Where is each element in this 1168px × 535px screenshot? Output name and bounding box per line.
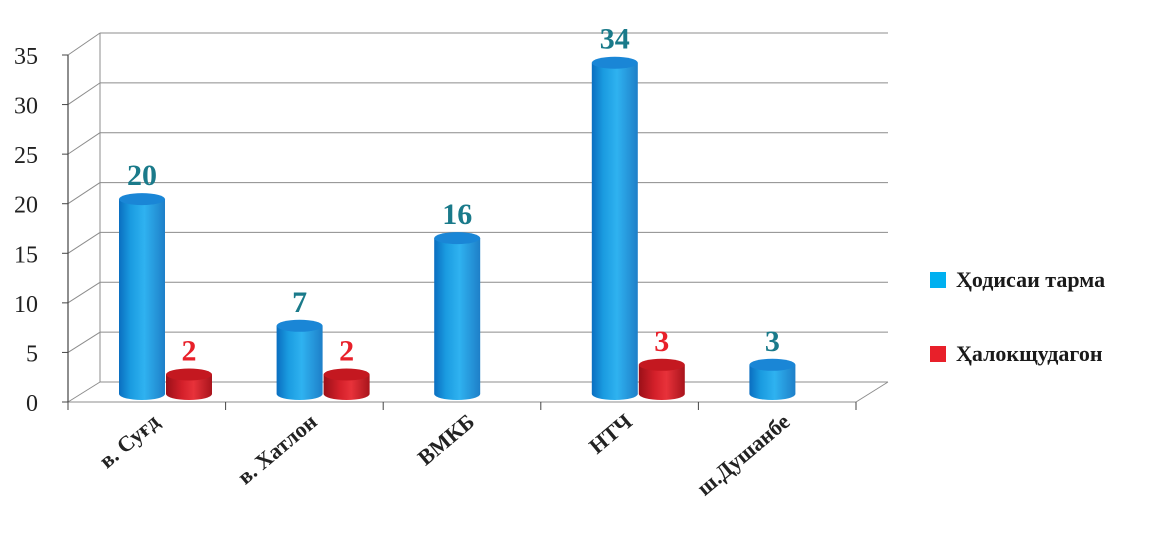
bar-body (323, 374, 370, 401)
x-tick-label: ВМКБ (413, 409, 480, 471)
y-tick-label: 25 (14, 143, 38, 169)
data-label: 7 (292, 286, 307, 319)
legend-item-series-1: Ҳодисаи тарма (930, 262, 1166, 298)
gridline-depth (67, 82, 101, 105)
y-tick-label: 20 (14, 193, 38, 219)
bar (166, 368, 212, 400)
data-label: 34 (600, 23, 630, 56)
bar-body (119, 199, 165, 400)
y-tick-label: 30 (14, 94, 38, 120)
gridline-depth (67, 232, 101, 254)
gridline-depth (67, 381, 101, 403)
bar-body (591, 62, 638, 401)
bar (749, 358, 796, 401)
gridline-depth (67, 182, 101, 205)
legend-swatch-series-2 (930, 346, 946, 362)
legend-swatch-series-1 (930, 272, 946, 288)
x-tick-label: в. Суғд (94, 409, 164, 473)
bars (119, 56, 796, 401)
data-label: 2 (339, 335, 354, 368)
legend: Ҳодисаи тарма Ҳалокщудагон (930, 262, 1166, 410)
bar (638, 358, 685, 401)
legend-label-series-2: Ҳалокщудагон (956, 341, 1103, 366)
bar-body (749, 364, 796, 401)
x-tick-label: ш.Душанбе (692, 409, 795, 501)
bar-top (591, 56, 638, 69)
bar-body (638, 364, 685, 401)
bar-top (323, 368, 370, 381)
gridline-depth (67, 331, 101, 353)
y-tick-label: 10 (14, 292, 38, 318)
data-label: 20 (127, 159, 157, 192)
bar (119, 193, 165, 400)
legend-label-series-1: Ҳодисаи тарма (956, 267, 1106, 292)
y-tick-label: 5 (26, 341, 38, 367)
bar-top (434, 232, 481, 245)
bar-top (276, 319, 323, 332)
bar-body (434, 238, 481, 401)
bar-body (166, 374, 212, 400)
bar-top (749, 358, 796, 371)
gridlines (67, 32, 889, 403)
bar-top (119, 193, 165, 206)
bar-top (166, 368, 212, 381)
data-label: 16 (442, 198, 472, 231)
bar-top (638, 358, 685, 371)
y-tick-label: 35 (14, 44, 38, 70)
data-label: 3 (765, 325, 780, 358)
data-labels: 20 7 16 34 3 2 2 3 (127, 23, 780, 368)
data-label: 2 (182, 335, 197, 368)
gridline-depth (67, 132, 101, 155)
bar (591, 56, 638, 401)
bar-body (276, 325, 323, 401)
y-tick-label: 0 (26, 391, 38, 417)
y-tick-label: 15 (14, 242, 38, 268)
gridline-depth (67, 32, 101, 56)
x-tick-label: в. Хатлон (232, 408, 321, 489)
data-label: 3 (654, 325, 669, 358)
floor-right-edge (855, 381, 889, 403)
legend-item-series-2: Ҳалокщудагон (930, 336, 1166, 372)
bar (276, 319, 323, 401)
bar (323, 368, 370, 401)
gridline-depth (67, 281, 101, 304)
bar (434, 232, 481, 401)
x-tick-label: НТЧ (584, 409, 637, 459)
